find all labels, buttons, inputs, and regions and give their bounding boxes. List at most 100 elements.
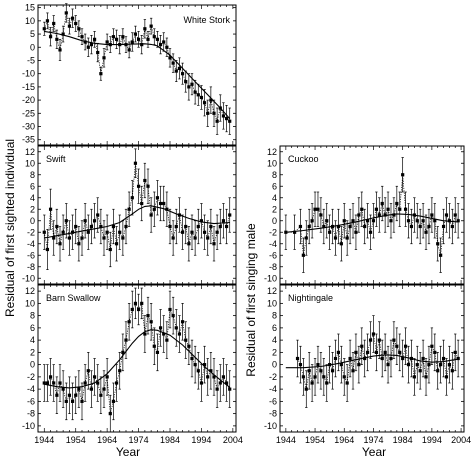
data-point bbox=[395, 201, 399, 206]
y-tick: -6 bbox=[269, 250, 464, 260]
data-point bbox=[307, 224, 311, 229]
data-point bbox=[149, 24, 153, 28]
data-point bbox=[190, 230, 194, 234]
y-tick-label: 4 bbox=[30, 335, 35, 345]
data-point bbox=[395, 344, 399, 348]
y-tick-label: 2 bbox=[30, 204, 35, 214]
data-point bbox=[310, 219, 314, 223]
data-point bbox=[307, 369, 311, 373]
data-point bbox=[374, 207, 378, 211]
data-point bbox=[136, 37, 141, 41]
data-point bbox=[155, 37, 160, 41]
data-point bbox=[187, 344, 191, 348]
data-point bbox=[304, 236, 308, 240]
data-point bbox=[366, 350, 370, 354]
data-point bbox=[114, 242, 119, 246]
plot-frame bbox=[37, 4, 237, 146]
y-tick: 12 bbox=[267, 286, 464, 296]
data-point bbox=[58, 48, 62, 52]
data-point bbox=[212, 111, 216, 115]
data-point bbox=[330, 224, 335, 229]
y-tick: 10 bbox=[25, 16, 236, 26]
data-point bbox=[99, 224, 103, 229]
panel-title: Barn Swallow bbox=[46, 293, 101, 303]
panel-nightingale: 12 10 8 6 4 2 0 -2 -4 -6 -8 -10 1944 1954 1964 1974 1984… bbox=[264, 284, 471, 445]
data-point bbox=[298, 363, 303, 367]
y-tick: 12 bbox=[267, 147, 464, 157]
data-point bbox=[171, 236, 175, 240]
data-point bbox=[74, 224, 78, 229]
y-tick: 2 bbox=[272, 204, 464, 214]
data-point bbox=[336, 350, 341, 354]
data-point bbox=[224, 224, 229, 229]
data-point bbox=[360, 207, 364, 211]
y-tick-label: -8 bbox=[27, 409, 35, 419]
data-point bbox=[322, 224, 326, 229]
y-tick: 2 bbox=[30, 204, 236, 214]
data-point bbox=[61, 32, 65, 36]
data-point bbox=[374, 350, 378, 354]
data-point bbox=[348, 224, 352, 229]
y-tick: -2 bbox=[27, 372, 236, 382]
data-point bbox=[412, 213, 416, 217]
data-point bbox=[52, 21, 56, 26]
y-tick-label: -2 bbox=[269, 372, 277, 382]
data-point bbox=[80, 399, 84, 403]
y-tick-label: 2 bbox=[272, 347, 277, 357]
data-point bbox=[105, 40, 109, 44]
data-point bbox=[162, 332, 166, 336]
data-point bbox=[401, 356, 405, 361]
y-tick-label: -4 bbox=[27, 239, 35, 249]
data-point bbox=[187, 85, 191, 89]
data-point bbox=[199, 219, 204, 223]
data-point bbox=[456, 356, 460, 361]
y-tick-label: -6 bbox=[269, 250, 277, 260]
data-point bbox=[328, 230, 332, 234]
y-tick-label: 10 bbox=[25, 158, 35, 168]
data-point bbox=[165, 45, 169, 49]
data-point bbox=[354, 350, 358, 354]
data-point bbox=[187, 242, 191, 246]
data-point bbox=[52, 381, 56, 385]
y-tick-label: -30 bbox=[22, 122, 35, 132]
data-point bbox=[330, 369, 335, 373]
data-point bbox=[146, 37, 150, 41]
data-point bbox=[193, 90, 197, 94]
data-point bbox=[215, 230, 219, 234]
data-point bbox=[64, 11, 68, 15]
data-point bbox=[102, 236, 106, 240]
data-point bbox=[206, 236, 210, 240]
data-point bbox=[453, 350, 457, 354]
data-point bbox=[221, 375, 226, 379]
data-point bbox=[108, 247, 112, 252]
data-point bbox=[415, 219, 419, 223]
y-tick-label: 6 bbox=[272, 181, 277, 191]
data-point bbox=[313, 207, 317, 211]
data-point bbox=[319, 369, 323, 373]
data-point bbox=[74, 21, 78, 26]
data-point bbox=[86, 230, 90, 234]
y-tick-label: 4 bbox=[272, 335, 277, 345]
data-point bbox=[48, 375, 53, 379]
data-point bbox=[360, 344, 364, 348]
data-point bbox=[118, 43, 122, 47]
panel-title: Swift bbox=[46, 154, 66, 164]
data-point bbox=[392, 338, 396, 342]
y-tick: -5 bbox=[27, 55, 236, 65]
data-point bbox=[298, 224, 303, 229]
y-tick: -6 bbox=[27, 396, 236, 406]
y-tick: -25 bbox=[22, 108, 236, 118]
data-point bbox=[140, 301, 144, 305]
data-point bbox=[121, 236, 125, 240]
y-tick-label: -4 bbox=[27, 384, 35, 394]
x-tick-label: 1974 bbox=[363, 435, 383, 445]
data-point bbox=[152, 207, 156, 211]
y-tick: -6 bbox=[269, 396, 464, 406]
data-point bbox=[190, 356, 194, 361]
data-point bbox=[174, 224, 178, 229]
data-point bbox=[357, 363, 361, 367]
left-xlabel: Year bbox=[116, 445, 140, 459]
y-tick-label: -10 bbox=[264, 273, 277, 283]
data-point bbox=[389, 356, 393, 361]
